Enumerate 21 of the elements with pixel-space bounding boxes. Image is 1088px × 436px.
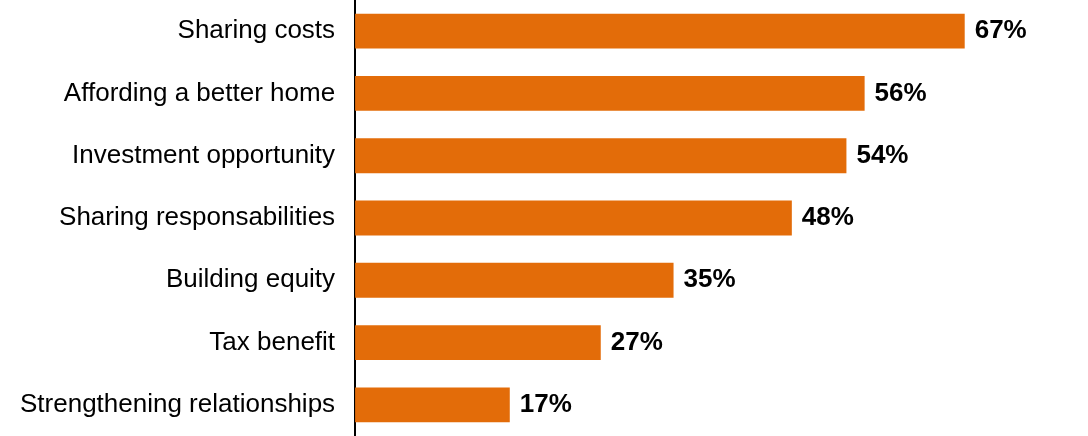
bar: [355, 387, 510, 423]
y-tick-label: Strengthening relationships: [19, 388, 336, 419]
bar: [355, 200, 792, 236]
y-tick-label: Investment opportunity: [72, 138, 336, 169]
data-label: 56%: [874, 76, 927, 107]
data-label: 48%: [801, 201, 854, 232]
bar: [355, 325, 601, 361]
y-tick-label: Building equity: [165, 263, 336, 294]
data-label: 35%: [683, 263, 736, 294]
data-label: 17%: [519, 388, 572, 419]
y-tick-label: Sharing responsabilities: [59, 201, 336, 232]
data-label: 27%: [610, 325, 663, 356]
y-tick-label: Sharing costs: [177, 14, 336, 45]
bar: [355, 75, 865, 111]
bar: [355, 13, 965, 49]
bar: [355, 262, 674, 298]
y-tick-label: Tax benefit: [209, 325, 336, 356]
y-tick-label: Affording a better home: [63, 76, 336, 107]
bar: [355, 138, 847, 174]
data-label: 54%: [856, 138, 909, 169]
data-label: 67%: [974, 14, 1027, 45]
